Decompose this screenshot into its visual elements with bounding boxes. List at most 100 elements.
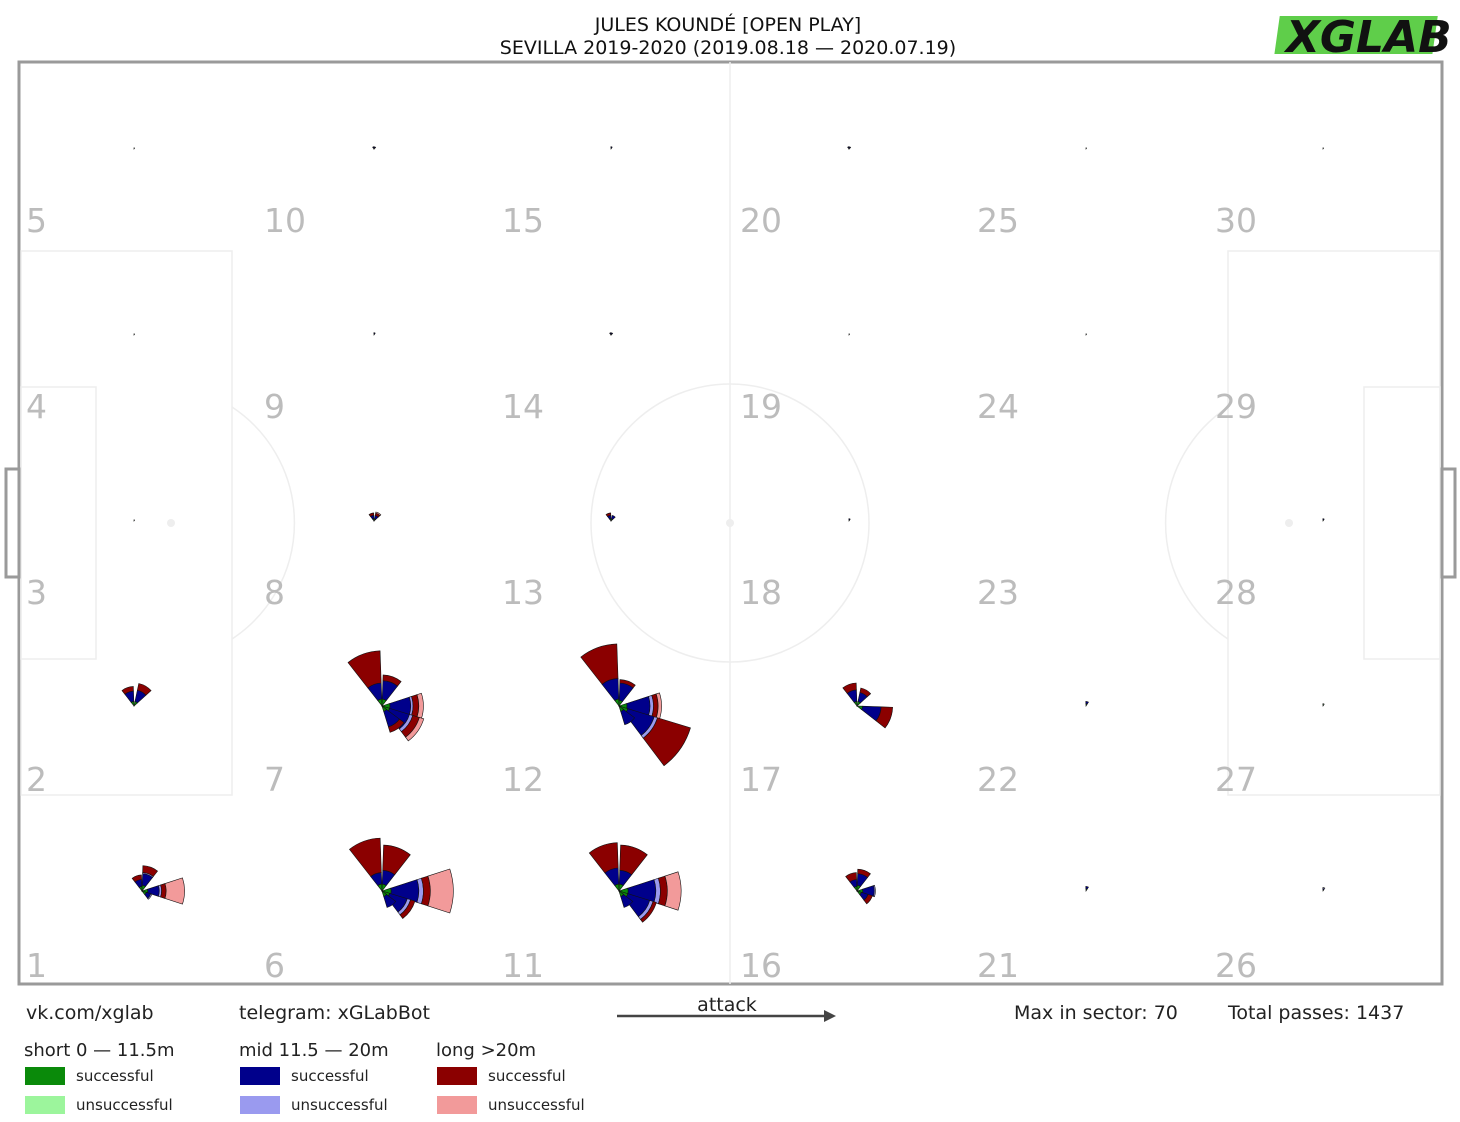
rose-sector-5-0-0 — [133, 147, 136, 150]
zone-label-28: 28 — [1215, 573, 1257, 612]
rose-sector-16-0-4 — [845, 872, 857, 883]
zone-label-16: 16 — [740, 946, 782, 985]
attack-label: attack — [697, 994, 757, 1016]
left-penalty-arc — [231, 406, 296, 640]
rose-sector-14-0-2 — [609, 332, 612, 335]
rose-sector-18-0-2 — [848, 518, 851, 521]
xglab-logo: XGLAB — [1274, 12, 1452, 63]
zone-label-22: 22 — [977, 760, 1019, 799]
rose-sector-17-1-4 — [859, 687, 872, 698]
rose-sector-7-4-4 — [388, 718, 405, 733]
rose-sector-11-3-4 — [640, 901, 657, 923]
zone-label-18: 18 — [740, 573, 782, 612]
zone-label-24: 24 — [977, 387, 1019, 426]
rose-zone-16 — [845, 868, 876, 905]
rose-sector-7-0-4 — [347, 650, 382, 689]
rose-sector-13-1-2 — [611, 515, 616, 520]
rose-zone-14 — [609, 332, 614, 336]
rose-sector-12-0-4 — [580, 643, 619, 685]
rose-zone-5 — [133, 147, 136, 150]
centre-circle — [590, 383, 870, 663]
rose-zone-15 — [610, 146, 613, 150]
rose-sector-1-2-5 — [164, 877, 185, 905]
rose-zone-8 — [368, 511, 382, 522]
legend-swatch-2-1 — [437, 1096, 477, 1114]
rose-zone-20 — [847, 146, 852, 150]
rose-sector-14-1-2 — [610, 332, 614, 335]
rose-sector-19-0-0 — [848, 333, 851, 336]
legend-label-1-1: unsuccessful — [291, 1096, 388, 1114]
rose-zone-18 — [848, 518, 851, 522]
attack-arrow — [617, 1010, 836, 1022]
legend-swatch-2-0 — [437, 1067, 477, 1085]
zone-label-2: 2 — [26, 760, 47, 799]
rose-sector-11-4-2 — [620, 894, 634, 908]
rose-zone-12 — [580, 643, 691, 767]
rose-zone-1 — [131, 865, 185, 905]
rose-sector-10-1-2 — [373, 146, 377, 149]
rose-sector-26-0-3 — [1322, 887, 1326, 890]
rose-zone-26 — [1322, 887, 1326, 892]
legend-group-title-2: long >20m — [436, 1040, 536, 1061]
rose-sector-4-0-0 — [133, 333, 136, 336]
telegram-handle: telegram: xGLabBot — [239, 1002, 430, 1024]
rose-sector-22-0-2 — [1085, 701, 1089, 705]
rose-sector-20-0-2 — [847, 146, 850, 149]
right-goal — [1440, 467, 1457, 579]
rose-sector-11-1-4 — [619, 844, 648, 876]
rose-zone-4 — [133, 333, 136, 336]
rose-zone-3 — [133, 519, 136, 522]
zone-label-19: 19 — [740, 387, 782, 426]
zone-label-13: 13 — [502, 573, 544, 612]
rose-sector-25-0-0 — [1085, 147, 1088, 150]
rose-sector-7-1-4 — [382, 674, 402, 687]
rose-sector-3-0-0 — [133, 519, 136, 522]
rose-sector-2-1-4 — [136, 683, 152, 696]
rose-sector-27-0-1 — [1322, 703, 1325, 706]
zone-label-21: 21 — [977, 946, 1019, 985]
rose-zone-10 — [372, 146, 377, 150]
rose-sector-21-0-2 — [1085, 886, 1089, 890]
zone-label-12: 12 — [502, 760, 544, 799]
rose-sector-6-1-4 — [382, 844, 411, 876]
zone-label-25: 25 — [977, 201, 1019, 240]
rose-zone-25 — [1085, 147, 1088, 150]
rose-sector-16-1-4 — [857, 868, 871, 878]
rose-zone-2 — [121, 683, 152, 707]
centre-spot — [726, 519, 734, 527]
zone-label-20: 20 — [740, 201, 782, 240]
zone-label-7: 7 — [264, 760, 285, 799]
rose-sector-6-3-4 — [399, 899, 416, 919]
rose-zone-17 — [842, 682, 893, 729]
rose-zone-27 — [1322, 703, 1325, 707]
zone-label-9: 9 — [264, 387, 285, 426]
rose-sector-11-0-4 — [588, 842, 619, 874]
legend-swatch-0-1 — [25, 1096, 65, 1114]
left-penalty-spot — [167, 519, 175, 527]
legend-swatch-1-1 — [240, 1096, 280, 1114]
rose-sector-12-3-4 — [642, 717, 691, 767]
rose-sector-17-0-4 — [842, 682, 857, 694]
right-goal-area — [1363, 386, 1441, 660]
rose-sector-10-0-2 — [372, 146, 375, 149]
zone-label-15: 15 — [502, 201, 544, 240]
zone-label-4: 4 — [26, 387, 47, 426]
rose-sector-7-3-5 — [405, 717, 425, 742]
legend-group-title-0: short 0 — 11.5m — [24, 1040, 175, 1061]
zone-label-6: 6 — [264, 946, 285, 985]
rose-zone-22 — [1085, 701, 1089, 707]
legend-group-title-1: mid 11.5 — 20m — [239, 1040, 389, 1061]
vk-link: vk.com/xglab — [26, 1002, 154, 1024]
rose-sector-1-0-4 — [131, 874, 142, 883]
legend-label-2-1: unsuccessful — [488, 1096, 585, 1114]
right-penalty-arc — [1164, 406, 1229, 640]
zone-label-11: 11 — [502, 946, 544, 985]
rose-sector-1-3-3 — [147, 893, 153, 900]
rose-sector-9-0-2 — [373, 332, 376, 335]
rose-sector-16-3-4 — [863, 893, 873, 905]
rose-sector-12-1-4 — [619, 679, 636, 689]
zone-label-5: 5 — [26, 201, 47, 240]
left-goal-area — [20, 386, 97, 660]
zone-label-29: 29 — [1215, 387, 1257, 426]
